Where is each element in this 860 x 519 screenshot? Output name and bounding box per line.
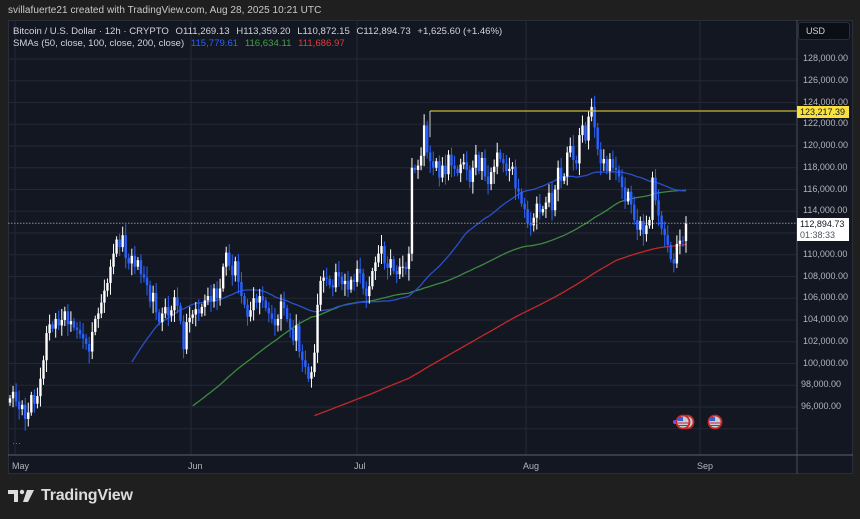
time-tick-label: Sep <box>697 461 714 471</box>
price-tick-label: 116,000.00 <box>803 183 848 194</box>
candlesticks <box>8 95 688 431</box>
time-tick-label: May <box>12 461 30 471</box>
time-tick-label: Jul <box>354 461 366 471</box>
chart-credit: svillafuerte21 created with TradingView.… <box>8 5 322 16</box>
sma200-value: 111,686.97 <box>298 38 345 49</box>
low-value: L110,872.15 <box>297 26 350 37</box>
sma100-line <box>192 189 687 407</box>
economic-events <box>673 414 723 430</box>
tradingview-logo[interactable]: TradingView <box>8 487 133 505</box>
tradingview-logo-icon <box>8 489 34 502</box>
change-value: +1,625.60 (+1.46%) <box>417 26 503 37</box>
currency-selector[interactable]: USD <box>798 22 850 40</box>
time-tick-label: Aug <box>523 461 540 471</box>
brand-name: TradingView <box>41 487 133 504</box>
sma-legend[interactable]: SMAs (50, close, 100, close, 200, close)… <box>13 38 349 49</box>
price-tick-label: 96,000.00 <box>801 401 842 411</box>
grid-lines <box>8 20 797 455</box>
price-tick-label: 114,000.00 <box>803 205 848 216</box>
annotations <box>8 110 797 224</box>
price-tick-label: 104,000.00 <box>803 314 849 324</box>
price-tick-label: 110,000.00 <box>803 248 848 259</box>
price-tick-label: 108,000.00 <box>803 270 849 281</box>
current-price-label: 112,894.73 01:38:33 <box>797 218 849 241</box>
bar-countdown: 01:38:33 <box>800 230 836 240</box>
price-tick-label: 118,000.00 <box>803 161 848 172</box>
price-tick-label: 102,000.00 <box>803 335 849 346</box>
price-tick-label: 126,000.00 <box>803 74 849 85</box>
price-tick-label: 100,000.00 <box>803 357 849 368</box>
more-options-dots[interactable]: ··· <box>12 438 21 448</box>
price-tick-label: 106,000.00 <box>803 292 849 303</box>
price-tick-label: 128,000.00 <box>803 53 849 63</box>
sma50-line <box>131 171 687 363</box>
price-tick-label: 120,000.00 <box>803 140 849 150</box>
price-tick-label: 124,000.00 <box>803 96 849 107</box>
sma-label: SMAs (50, close, 100, close, 200, close) <box>13 38 185 49</box>
high-value: H113,359.20 <box>236 26 291 37</box>
resistance-price-label: 123,217.39 <box>797 106 849 118</box>
sma200-line <box>314 243 687 417</box>
current-price: 112,894.73 <box>800 219 845 229</box>
sma100-value: 116,634.11 <box>244 38 292 49</box>
price-tick-label: 98,000.00 <box>801 379 842 390</box>
chart-panel[interactable] <box>8 20 853 474</box>
price-tick-label: 122,000.00 <box>803 118 849 129</box>
sma50-value: 115,779.61 <box>190 38 239 49</box>
close-value: C112,894.73 <box>356 26 411 37</box>
symbol-legend[interactable]: Bitcoin / U.S. Dollar · 12h · CRYPTO O11… <box>13 26 506 37</box>
symbol-name: Bitcoin / U.S. Dollar · 12h · CRYPTO <box>13 26 169 37</box>
price-chart[interactable] <box>8 20 853 474</box>
time-tick-label: Jun <box>188 461 203 471</box>
open-value: O111,269.13 <box>175 26 230 37</box>
